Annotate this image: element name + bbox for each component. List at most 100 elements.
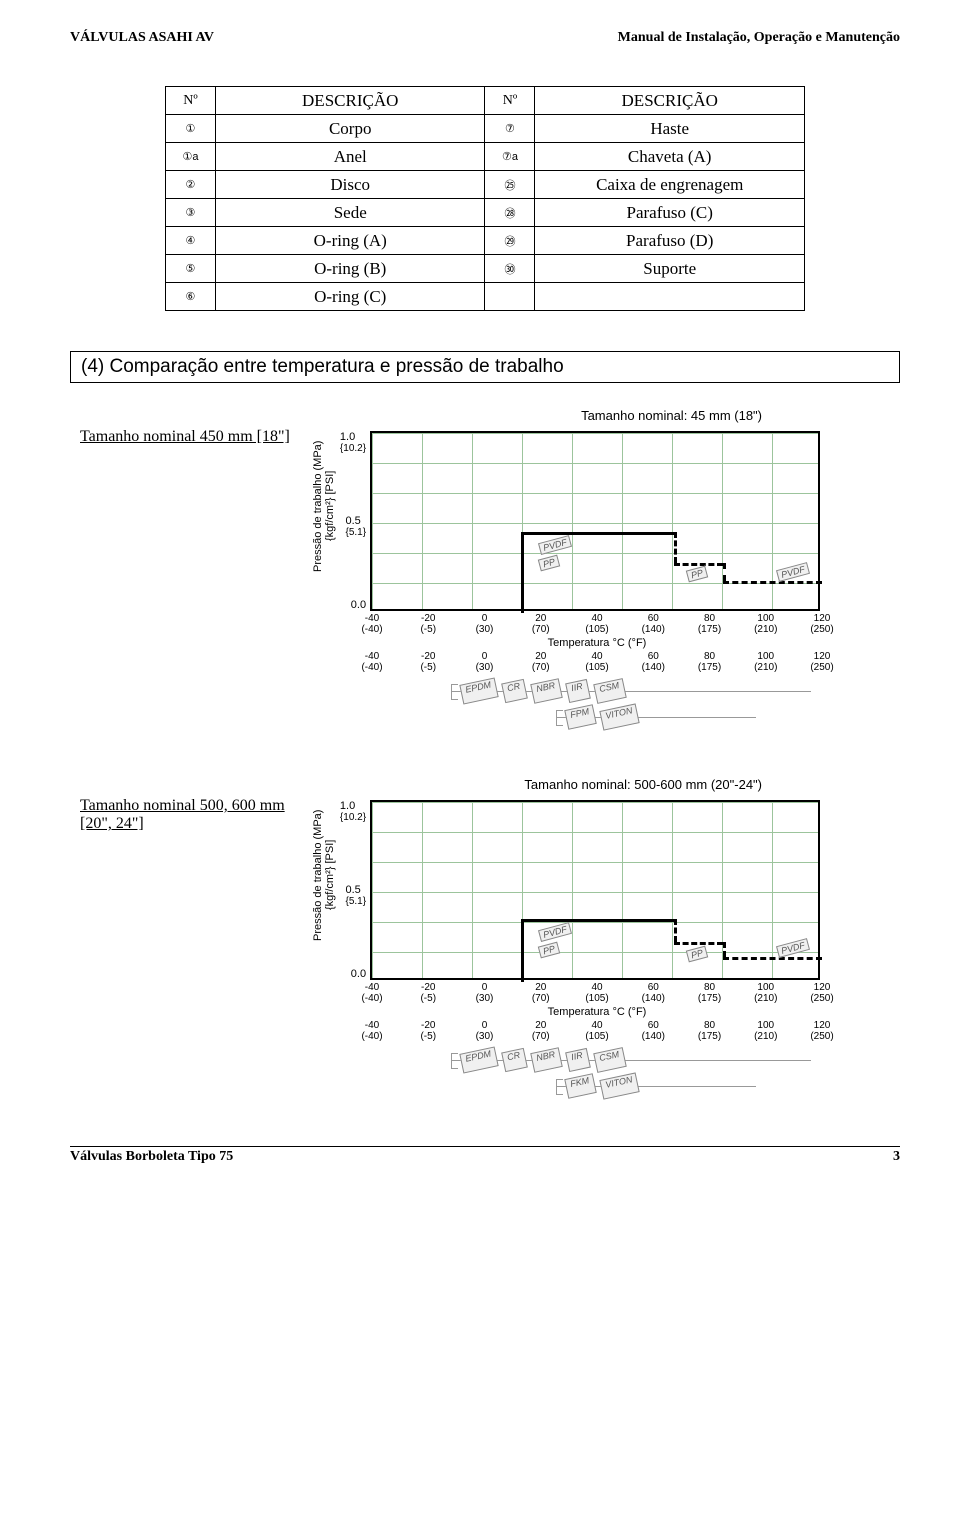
ytick: 0.5{5.1} [345, 884, 366, 907]
footer-left: Válvulas Borboleta Tipo 75 [70, 1149, 233, 1165]
table-cell: ⑦ [485, 115, 535, 143]
ytick: 0.0 [351, 968, 366, 980]
material-tag: CSM [593, 1047, 627, 1073]
ytick: 1.0{10.2} [340, 431, 366, 454]
chart-1-yticks: 1.0{10.2} 0.5{5.1} 0.0 [340, 431, 370, 611]
chart-2: Tamanho nominal 500, 600 mm [20", 24"] T… [70, 777, 900, 1096]
chart-2-xaxis-2: -40(-40)-20(-5)0(30)20(70)40(105)60(140)… [372, 1018, 822, 1042]
page-footer: Válvulas Borboleta Tipo 75 3 [70, 1146, 900, 1165]
xtick: 0(30) [465, 1020, 505, 1042]
table-cell: Anel [215, 143, 485, 171]
table-cell: ③ [166, 199, 216, 227]
xtick: 60(140) [633, 651, 673, 673]
chart-2-xaxis-1: -40(-40)-20(-5)0(30)20(70)40(105)60(140)… [372, 980, 822, 1004]
xtick: 60(140) [633, 613, 673, 635]
material-tag: IIR [565, 1048, 590, 1072]
material-tag: NBR [530, 678, 563, 704]
material-tag: VITON [599, 1072, 640, 1099]
chart-1-title: Tamanho nominal: 45 mm (18") [581, 408, 762, 423]
col-header: DESCRIÇÃO [535, 87, 805, 115]
material-tag: FPM [564, 704, 597, 730]
xtick: 120(250) [802, 1020, 842, 1042]
chart-1-grid: PVDFPPPPPVDF [370, 431, 820, 611]
parts-table: Nº DESCRIÇÃO Nº DESCRIÇÃO ①Corpo⑦Haste①a… [165, 86, 805, 311]
xtick: 80(175) [690, 613, 730, 635]
table-row: ③Sede㉘Parafuso (C) [166, 199, 805, 227]
ytick: 0.5{5.1} [345, 515, 366, 538]
chart-2-yticks: 1.0{10.2}0.5{5.1}0.0 [340, 800, 370, 980]
chart-2-xtitle: Temperatura °C (°F) [372, 1006, 822, 1018]
table-cell: Suporte [535, 255, 805, 283]
xtick: -20(-5) [408, 982, 448, 1004]
table-cell: ② [166, 171, 216, 199]
table-cell: ㉕ [485, 171, 535, 199]
section-title: (4) Comparação entre temperatura e press… [70, 351, 900, 383]
xtick: 80(175) [690, 651, 730, 673]
xtick: 60(140) [633, 982, 673, 1004]
xtick: -40(-40) [352, 613, 392, 635]
xtick: 20(70) [521, 613, 561, 635]
chart-material-tag: PP [686, 945, 708, 962]
table-cell: ①a [166, 143, 216, 171]
table-cell: ㉚ [485, 255, 535, 283]
xtick: 20(70) [521, 651, 561, 673]
material-tag: EPDM [459, 1046, 498, 1073]
xtick: 0(30) [465, 982, 505, 1004]
chart-1: Tamanho nominal 450 mm [18"] Tamanho nom… [70, 408, 900, 727]
table-cell: Parafuso (C) [535, 199, 805, 227]
chart-2-materials-row1: EPDMCRNBRIIRCSM [461, 1050, 801, 1070]
material-tag: VITON [599, 703, 640, 730]
chart-1-ylabel: Pressão de trabalho (MPa) {kgf/cm²} [PSI… [312, 431, 336, 611]
xtick: 40(105) [577, 1020, 617, 1042]
table-cell [485, 283, 535, 311]
chart-1-materials-row2: FPMVITON [566, 707, 746, 727]
chart-2-ylabel: Pressão de trabalho (MPa) {kgf/cm²} [PSI… [312, 800, 336, 980]
xtick: -20(-5) [408, 613, 448, 635]
xtick: 20(70) [521, 982, 561, 1004]
chart-1-label: Tamanho nominal 450 mm [18"] [80, 428, 290, 446]
chart-2-materials-row2: FKMVITON [566, 1076, 746, 1096]
chart-1-xaxis-2: -40(-40)-20(-5)0(30)20(70)40(105)60(140)… [372, 649, 822, 673]
table-row: ④O-ring (A)㉙Parafuso (D) [166, 227, 805, 255]
xtick: 120(250) [802, 651, 842, 673]
xtick: -20(-5) [408, 1020, 448, 1042]
table-cell: ④ [166, 227, 216, 255]
table-cell: Corpo [215, 115, 485, 143]
table-cell: ㉙ [485, 227, 535, 255]
material-tag: CR [501, 679, 528, 703]
xtick: 100(210) [746, 651, 786, 673]
xtick: 20(70) [521, 1020, 561, 1042]
xtick: -40(-40) [352, 1020, 392, 1042]
table-cell: Disco [215, 171, 485, 199]
table-cell: ① [166, 115, 216, 143]
table-cell: ⑤ [166, 255, 216, 283]
table-cell: Chaveta (A) [535, 143, 805, 171]
xtick: 0(30) [465, 651, 505, 673]
chart-material-tag: PVDF [776, 938, 810, 958]
table-cell: Parafuso (D) [535, 227, 805, 255]
chart-2-grid: PVDFPPPPPVDF [370, 800, 820, 980]
chart-material-tag: PP [537, 942, 559, 959]
col-header: Nº [485, 87, 535, 115]
table-row: ⑥O-ring (C) [166, 283, 805, 311]
chart-material-tag: PP [537, 555, 559, 572]
xtick: -20(-5) [408, 651, 448, 673]
ytick: 0.0 [351, 599, 366, 611]
xtick: -40(-40) [352, 982, 392, 1004]
footer-right: 3 [893, 1149, 900, 1165]
col-header: DESCRIÇÃO [215, 87, 485, 115]
table-header-row: Nº DESCRIÇÃO Nº DESCRIÇÃO [166, 87, 805, 115]
table-cell: ⑥ [166, 283, 216, 311]
table-cell: Caixa de engrenagem [535, 171, 805, 199]
chart-1-xtitle: Temperatura °C (°F) [372, 637, 822, 649]
table-cell: O-ring (B) [215, 255, 485, 283]
xtick: 120(250) [802, 982, 842, 1004]
material-tag: FKM [564, 1073, 597, 1099]
header-right: Manual de Instalação, Operação e Manuten… [618, 30, 900, 46]
xtick: 40(105) [577, 613, 617, 635]
chart-2-label: Tamanho nominal 500, 600 mm [20", 24"] [80, 797, 290, 833]
table-row: ①Corpo⑦Haste [166, 115, 805, 143]
material-tag: EPDM [459, 677, 498, 704]
xtick: 100(210) [746, 613, 786, 635]
chart-material-tag: PVDF [538, 922, 572, 942]
